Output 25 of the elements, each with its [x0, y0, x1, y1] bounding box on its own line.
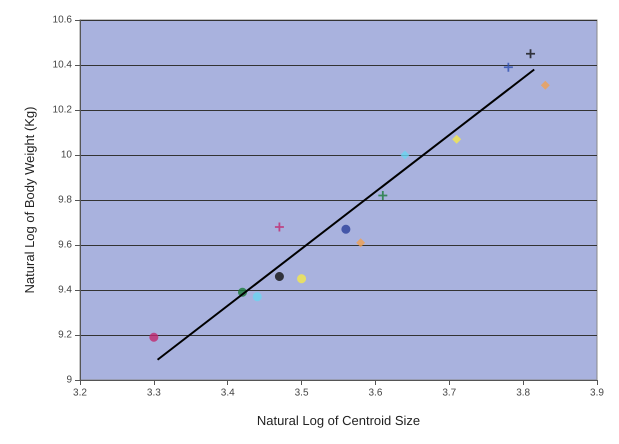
y-tick-label: 10.4 — [52, 60, 72, 70]
x-axis-title: Natural Log of Centroid Size — [256, 413, 420, 428]
x-tick-label: 3.4 — [220, 388, 236, 398]
point — [252, 292, 262, 302]
point — [540, 80, 550, 90]
x-tick-label: 3.2 — [73, 388, 88, 398]
y-axis-title: Natural Log of Body Weight (Kg) — [22, 106, 37, 294]
x-tick-label: 3.8 — [516, 388, 531, 398]
x-tick-label: 3.5 — [294, 388, 309, 398]
y-tick-label: 9 — [66, 374, 72, 386]
point — [356, 238, 366, 248]
y-tick-label: 9.2 — [58, 330, 72, 340]
y-tick-label: 9.6 — [58, 240, 72, 250]
x-tick-label: 3.6 — [368, 388, 383, 398]
x-tick-label: 3.7 — [442, 388, 457, 398]
point — [297, 274, 306, 284]
y-tick-label: 9.8 — [58, 194, 72, 206]
point — [341, 224, 350, 234]
y-tick-label: 10.6 — [52, 14, 72, 26]
x-tick-label: 3.3 — [146, 388, 162, 398]
y-tick-label: 10 — [60, 150, 72, 160]
y-tick-label: 10.2 — [52, 104, 72, 116]
point — [504, 62, 513, 72]
x-tick-label: 3.9 — [590, 388, 604, 398]
y-tick-label: 9.4 — [58, 284, 72, 296]
